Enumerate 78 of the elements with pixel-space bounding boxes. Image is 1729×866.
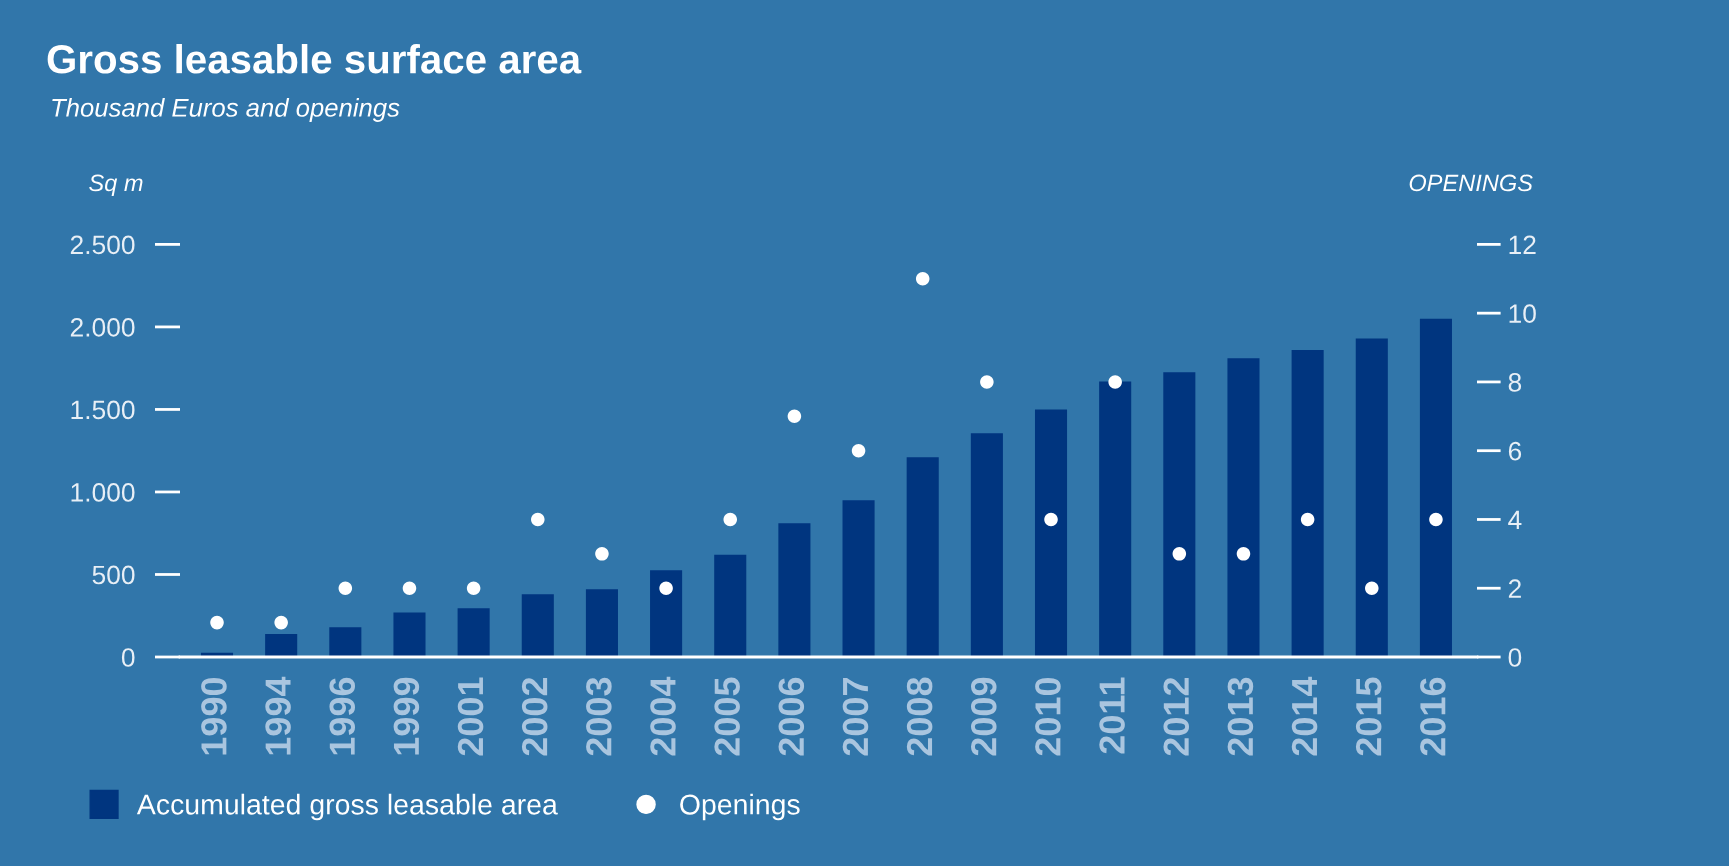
x-tick-label: 2010: [1035, 677, 1061, 756]
x-tick-label: 1990: [201, 677, 227, 755]
point: [980, 375, 994, 389]
x-tick-label: 2002: [521, 677, 548, 756]
point: [1044, 512, 1058, 527]
y2-tick-label: 0: [1508, 648, 1522, 667]
bar: [650, 570, 683, 657]
y-tick-label: 1.500: [71, 400, 135, 420]
bar: [265, 633, 298, 657]
y-tick-label: 0: [121, 648, 135, 667]
y-tick-label: 2.000: [70, 318, 135, 337]
point: [915, 272, 930, 286]
bar: [1099, 381, 1132, 657]
y2-tick-label: 8: [1508, 373, 1522, 392]
point: [402, 581, 417, 595]
bar: [1419, 318, 1452, 657]
bar: [1163, 372, 1196, 657]
point: [1365, 581, 1379, 595]
legend-label: Openings: [680, 793, 800, 821]
x-tick-label: 2011: [1099, 677, 1125, 754]
y2-tick-label: 10: [1509, 304, 1536, 323]
x-tick-label: 2006: [778, 677, 805, 756]
bar: [329, 627, 362, 657]
point: [1172, 547, 1187, 561]
bar: [585, 589, 618, 657]
chart-title: Gross leasable surface area: [47, 44, 582, 74]
x-tick-label: 2014: [1291, 676, 1318, 756]
point: [210, 615, 224, 630]
bar: [842, 500, 875, 657]
chart-subtitle: Thousand Euros and openings: [52, 98, 400, 122]
bar: [906, 457, 939, 657]
bar: [521, 594, 554, 657]
x-tick-label: 2007: [842, 678, 869, 756]
x-tick-label: 2012: [1163, 677, 1190, 756]
y2-axis-title: OPENINGS: [1409, 174, 1533, 192]
point: [466, 581, 481, 595]
y2-tick-label: 2: [1508, 579, 1521, 598]
point: [1300, 512, 1315, 527]
point: [659, 581, 673, 595]
bar: [714, 554, 747, 657]
bar: [1291, 350, 1324, 657]
bar: [970, 433, 1003, 657]
x-tick-label: 1994: [265, 676, 291, 755]
y2-tick-label: 12: [1509, 235, 1536, 254]
x-tick-label: 2004: [650, 676, 676, 756]
legend-label: Accumulated gross leasable area: [136, 793, 558, 821]
x-tick-label: 2008: [906, 677, 933, 756]
bar: [457, 608, 490, 657]
point: [595, 547, 609, 561]
y-tick-label: 500: [92, 565, 135, 585]
point: [787, 409, 802, 424]
point: [1236, 547, 1251, 561]
x-tick-label: 2016: [1420, 677, 1446, 756]
bar: [393, 612, 426, 657]
bar: [1227, 358, 1260, 657]
point: [531, 512, 545, 527]
bar: [778, 523, 811, 657]
x-tick-label: 1999: [393, 677, 420, 755]
y2-tick-label: 6: [1508, 441, 1522, 461]
y2-tick-label: 4: [1508, 510, 1522, 530]
y-axis-title: Sq m: [89, 174, 143, 196]
x-tick-label: 2003: [586, 677, 612, 756]
x-tick-label: 1996: [329, 677, 356, 755]
x-tick-label: 2001: [457, 677, 484, 756]
y-tick-label: 1.000: [71, 483, 135, 502]
point: [274, 615, 288, 630]
point: [338, 581, 353, 595]
point: [723, 512, 738, 527]
x-tick-label: 2013: [1227, 677, 1254, 756]
point: [1429, 512, 1443, 527]
bar: [1355, 338, 1388, 657]
x-tick-label: 2005: [714, 677, 740, 756]
point: [1108, 375, 1122, 389]
x-tick-label: 2009: [970, 677, 997, 756]
point: [851, 443, 866, 458]
y-tick-label: 2.500: [70, 235, 135, 255]
bar: [1034, 409, 1068, 657]
x-tick-label: 2015: [1355, 677, 1382, 756]
